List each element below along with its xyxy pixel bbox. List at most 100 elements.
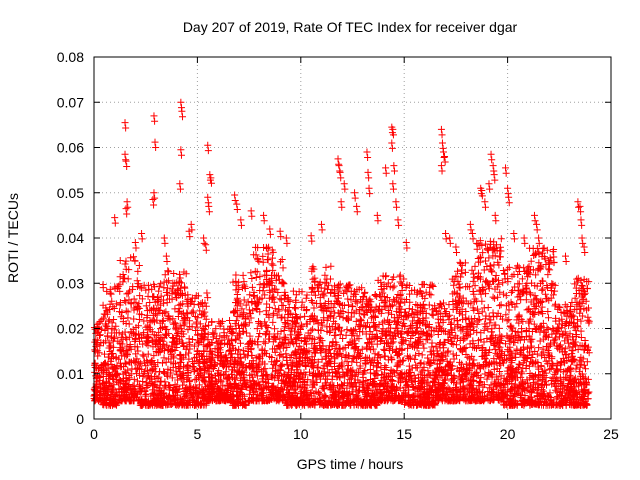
data-point (148, 306, 156, 314)
data-point (457, 260, 465, 268)
data-point (297, 390, 305, 398)
data-point (290, 318, 298, 326)
data-point (152, 340, 160, 348)
data-point (235, 298, 243, 306)
data-point (298, 303, 306, 311)
data-point (286, 354, 294, 362)
data-point (268, 384, 276, 392)
data-point (237, 354, 245, 362)
data-point (136, 283, 144, 291)
data-point (373, 363, 381, 371)
data-point (121, 328, 129, 336)
data-point (476, 377, 484, 385)
data-point (535, 344, 543, 352)
data-point (321, 271, 329, 279)
data-point (153, 375, 161, 383)
data-point (168, 342, 176, 350)
data-point (308, 298, 316, 306)
data-point (107, 290, 115, 298)
data-point (375, 351, 383, 359)
data-point (134, 280, 142, 288)
data-point (495, 324, 503, 332)
data-point (514, 280, 522, 288)
data-point (91, 346, 99, 354)
data-point (118, 340, 126, 348)
data-point (165, 277, 173, 285)
data-point (302, 320, 310, 328)
data-point (225, 373, 233, 381)
data-point (551, 336, 559, 344)
data-point (473, 328, 481, 336)
data-point (190, 389, 198, 397)
data-point (156, 341, 164, 349)
data-point (190, 342, 198, 350)
data-point (101, 310, 109, 318)
data-point (213, 339, 221, 347)
data-point (277, 296, 285, 304)
data-point (186, 377, 194, 385)
data-point (203, 289, 211, 297)
data-point (260, 243, 268, 251)
data-point (165, 313, 173, 321)
data-point (237, 370, 245, 378)
data-point (261, 281, 269, 289)
data-point (361, 353, 369, 361)
data-point (157, 292, 165, 300)
data-point (239, 395, 247, 403)
data-point (316, 394, 324, 402)
data-point (205, 396, 213, 404)
data-point (160, 354, 168, 362)
data-point (119, 278, 127, 286)
data-point (270, 332, 278, 340)
data-point (296, 373, 304, 381)
data-point (170, 396, 178, 404)
data-point (169, 334, 177, 342)
data-point (100, 366, 108, 374)
data-point (496, 302, 504, 310)
data-point (178, 310, 186, 318)
data-point (194, 314, 202, 322)
data-point (101, 385, 109, 393)
data-point (153, 332, 161, 340)
data-point (138, 311, 146, 319)
data-point (445, 301, 453, 309)
data-point (193, 323, 201, 331)
data-point (241, 284, 249, 292)
data-point (266, 303, 274, 311)
data-point (322, 393, 330, 401)
data-point (257, 320, 265, 328)
data-point (160, 309, 168, 317)
data-point (93, 363, 101, 371)
data-point (180, 268, 188, 276)
data-point (165, 268, 173, 276)
data-point (232, 324, 240, 332)
data-point (175, 365, 183, 373)
data-point (267, 279, 275, 287)
data-point (199, 333, 207, 341)
data-point (261, 365, 269, 373)
data-point (279, 264, 287, 272)
data-point (316, 338, 324, 346)
data-point (301, 361, 309, 369)
data-point (233, 307, 241, 315)
data-point (215, 376, 223, 384)
data-point (239, 347, 247, 355)
data-point (94, 336, 102, 344)
data-point (192, 326, 200, 334)
data-point (214, 338, 222, 346)
data-point (183, 385, 191, 393)
data-point (139, 378, 147, 386)
data-point (130, 375, 138, 383)
data-point (230, 308, 238, 316)
data-point (145, 372, 153, 380)
data-point (140, 317, 148, 325)
data-point (258, 345, 266, 353)
data-point (309, 275, 317, 283)
data-point (248, 283, 256, 291)
data-point (339, 314, 347, 322)
data-point (297, 345, 305, 353)
data-point (159, 296, 167, 304)
data-point (499, 267, 507, 275)
data-point (215, 394, 223, 402)
data-point (271, 271, 279, 279)
